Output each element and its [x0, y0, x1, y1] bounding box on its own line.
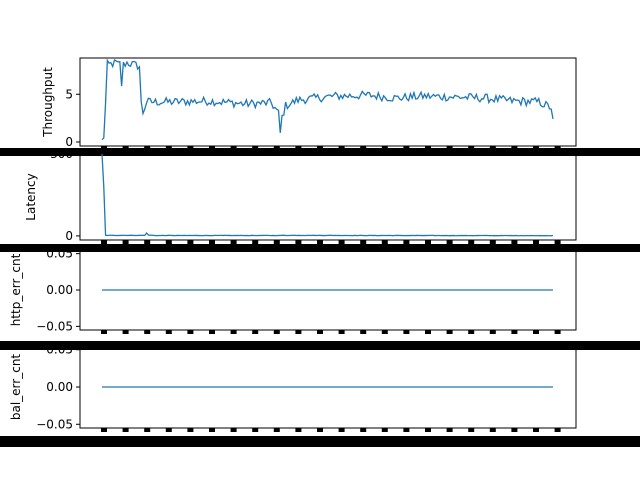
y-tick-label: 0.00: [46, 380, 73, 394]
series-line: [101, 153, 554, 237]
y-tick-label: 300: [50, 147, 73, 161]
y-tick-label: 5: [65, 87, 73, 101]
y-axis-label: Throughput: [41, 67, 55, 138]
x-tick-label-band: [0, 436, 640, 447]
y-tick-label: 0.05: [46, 343, 73, 357]
y-tick-label: 0.00: [46, 283, 73, 297]
x-tick-label-band: [0, 244, 640, 252]
x-tick-label-band: [0, 148, 640, 156]
y-tick-label: 0: [65, 229, 73, 243]
plot-frame-1: [79, 153, 577, 241]
y-tick-label: 0.05: [46, 247, 73, 261]
series-line: [101, 58, 554, 141]
y-axis-label: bal_err_cnt: [9, 354, 23, 421]
plot-frame-0: [79, 57, 577, 147]
y-tick-label: 0: [65, 135, 73, 149]
y-axis-label: Latency: [24, 173, 38, 220]
y-axis-label: http_err_cnt: [9, 253, 23, 326]
y-tick-label: −0.05: [36, 319, 73, 333]
y-tick-label: −0.05: [36, 417, 73, 431]
